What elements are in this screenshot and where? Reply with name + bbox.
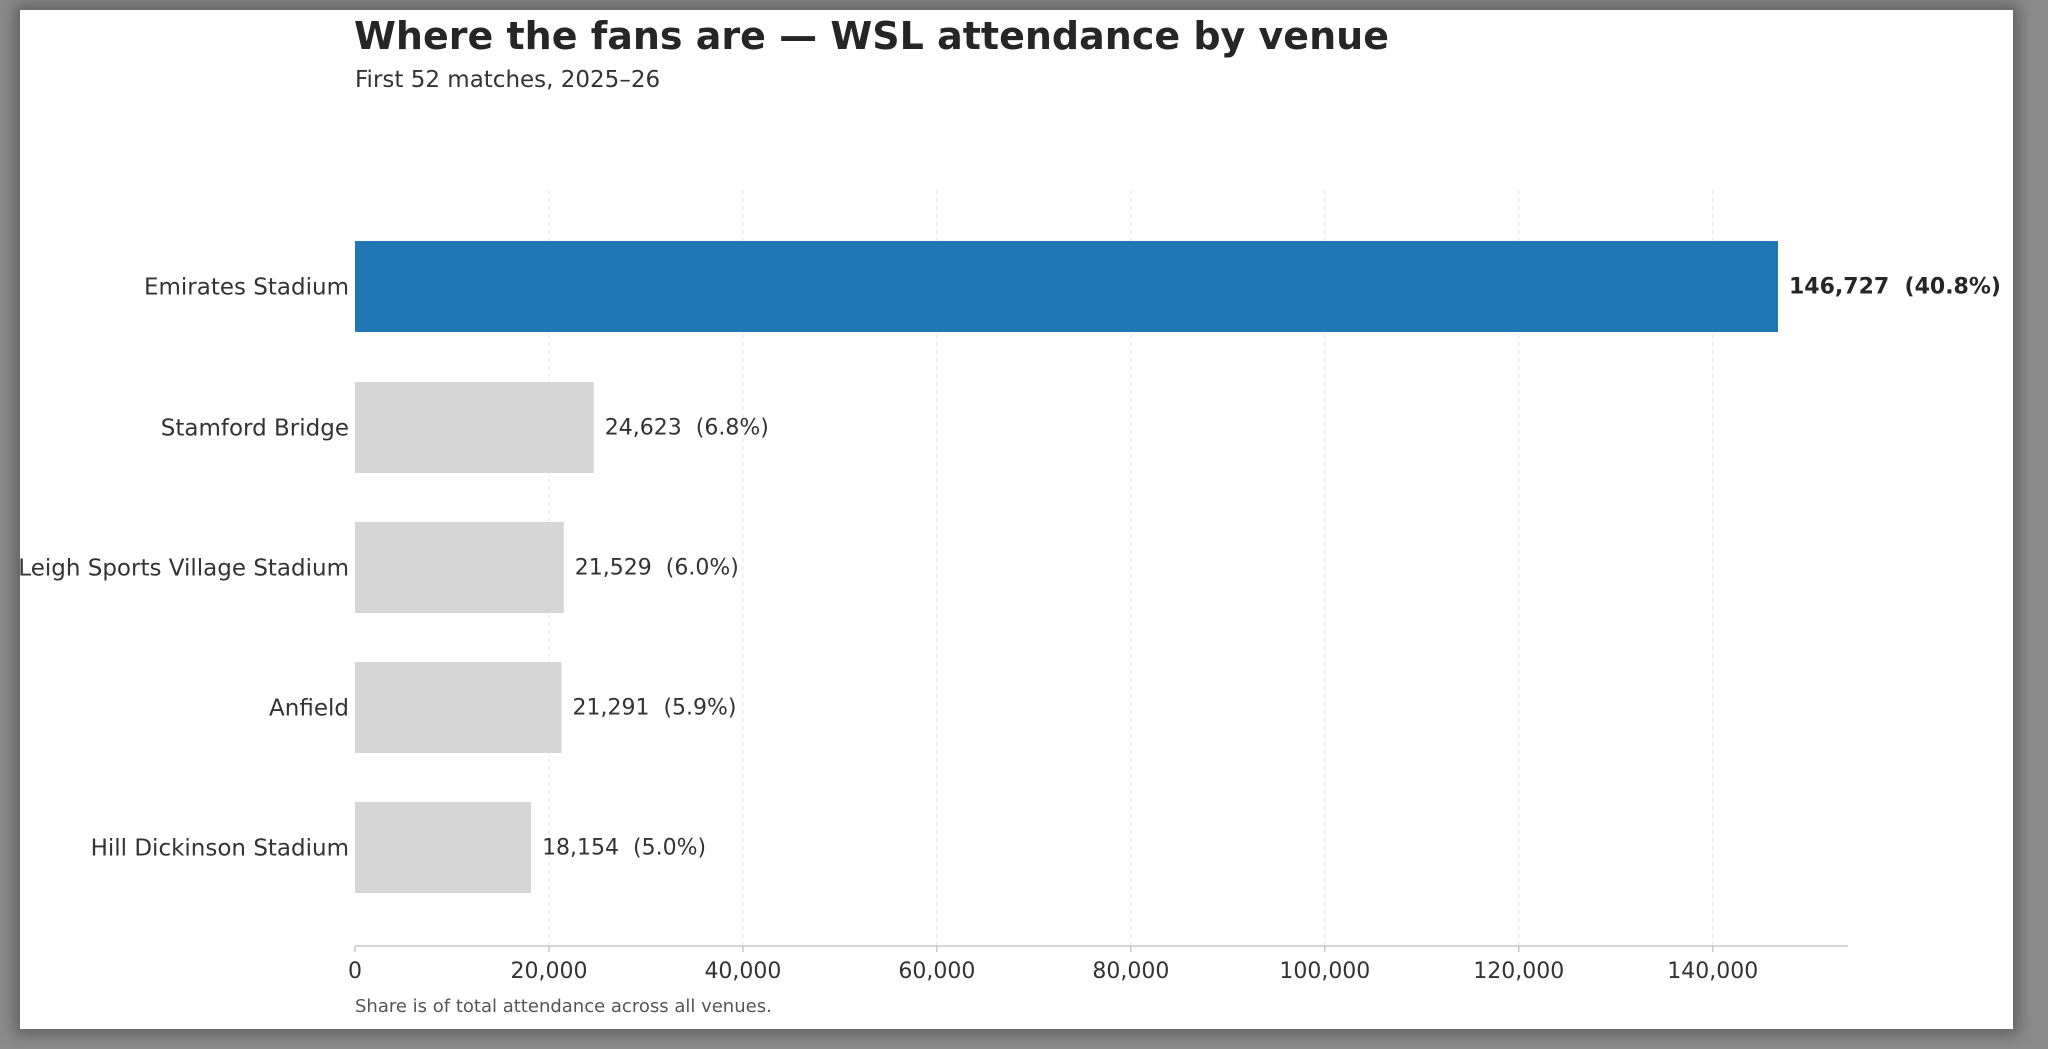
data-label: 21,529 (6.0%) xyxy=(575,556,739,581)
x-tick-label: 120,000 xyxy=(1473,959,1564,984)
x-tick-label: 60,000 xyxy=(898,959,975,984)
x-tick-label: 80,000 xyxy=(1092,959,1169,984)
chart-title: Where the fans are — WSL attendance by v… xyxy=(354,14,1389,58)
bar xyxy=(355,662,562,753)
category-label: Emirates Stadium xyxy=(144,275,349,301)
chart-card xyxy=(20,10,2013,1029)
bar xyxy=(355,382,594,473)
category-label: Anfield xyxy=(269,696,349,722)
bar xyxy=(355,522,564,613)
data-label: 146,727 (40.8%) xyxy=(1789,275,2001,300)
data-label: 18,154 (5.0%) xyxy=(542,836,706,861)
data-label: 21,291 (5.9%) xyxy=(572,696,736,721)
data-label: 24,623 (6.8%) xyxy=(605,416,769,441)
chart-footnote: Share is of total attendance across all … xyxy=(355,996,772,1017)
category-label: Stamford Bridge xyxy=(161,416,349,442)
x-tick-label: 100,000 xyxy=(1279,959,1370,984)
x-tick-label: 140,000 xyxy=(1667,959,1758,984)
category-label: Hill Dickinson Stadium xyxy=(91,836,349,862)
x-tick-label: 40,000 xyxy=(704,959,781,984)
category-label: Leigh Sports Village Stadium xyxy=(18,556,349,582)
bar xyxy=(355,241,1778,332)
x-tick-label: 0 xyxy=(348,959,362,984)
chart-subtitle: First 52 matches, 2025–26 xyxy=(355,67,661,93)
bar xyxy=(355,802,532,893)
x-tick-label: 20,000 xyxy=(510,959,587,984)
